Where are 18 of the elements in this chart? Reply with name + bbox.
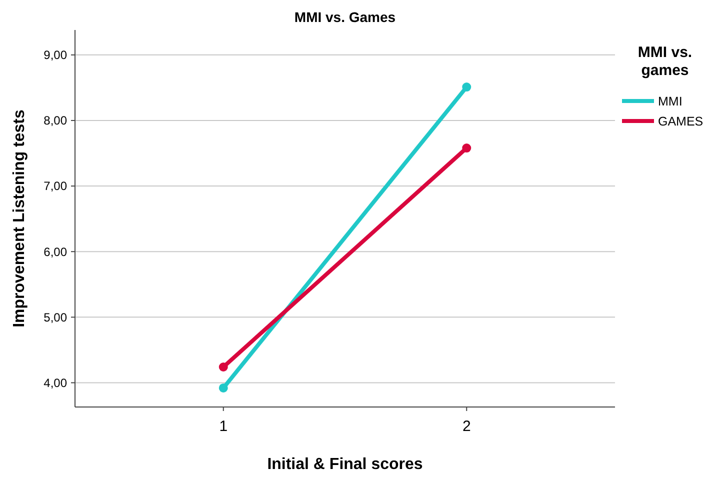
y-tick-label: 6,00 xyxy=(44,244,68,259)
point xyxy=(218,383,228,392)
x-tick-label: 1 xyxy=(219,418,228,435)
y-tick-label: 8,00 xyxy=(44,114,68,128)
y-tick-label: 4,00 xyxy=(44,376,68,390)
legend-label: GAMES xyxy=(658,114,704,128)
y-tick-label: 5,00 xyxy=(44,310,68,324)
y-tick-label: 7,00 xyxy=(44,179,68,194)
legend-title: MMI vs. games xyxy=(638,44,692,79)
y-axis-title: Improvement Listening tests xyxy=(11,109,28,328)
legend-label: MMI xyxy=(658,94,682,108)
y-tick-label: 9,00 xyxy=(44,48,68,62)
point xyxy=(218,362,228,372)
point xyxy=(462,144,472,153)
chart-title: MMI vs. Games xyxy=(294,9,396,25)
x-axis-title: Initial & Final scores xyxy=(267,456,423,473)
x-tick-label: 2 xyxy=(462,418,471,435)
point xyxy=(462,82,472,92)
